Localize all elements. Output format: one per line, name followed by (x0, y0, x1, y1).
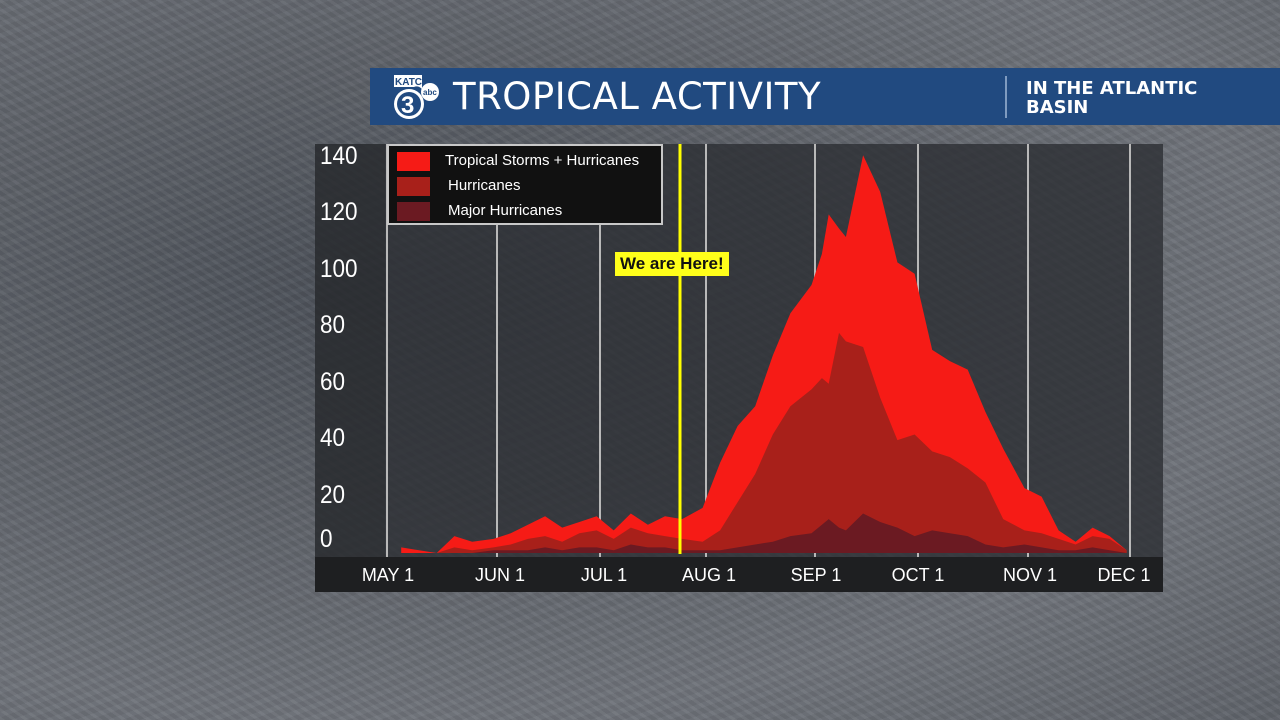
legend-swatch-icon (397, 177, 430, 196)
page-subtitle: IN THE ATLANTIC BASIN (1026, 78, 1198, 118)
legend-swatch-icon (397, 202, 430, 221)
svg-text:KATC: KATC (395, 77, 422, 88)
y-tick-label: 20 (320, 480, 346, 509)
page-title: TROPICAL ACTIVITY (453, 75, 822, 118)
title-banner: KATC 3 abc TROPICAL ACTIVITY IN THE ATLA… (370, 68, 1280, 125)
x-tick-label: SEP 1 (790, 565, 842, 585)
chart-panel: 0 20 40 60 80 100 120 140 MAY 1 JUN 1 JUL 1 AUG 1 S… (315, 142, 1163, 592)
y-tick-label: 120 (320, 198, 358, 227)
x-axis (315, 557, 1163, 592)
y-axis (315, 144, 385, 557)
chart-legend: Tropical Storms + Hurricanes Hurricanes … (387, 144, 663, 225)
y-tick-label: 60 (320, 367, 346, 396)
svg-text:3: 3 (401, 92, 414, 119)
area-series-1 (401, 155, 1127, 553)
svg-text:abc: abc (423, 88, 437, 97)
x-tick-label: JUL 1 (580, 565, 628, 585)
we-are-here-label: We are Here! (615, 252, 729, 276)
area-series-3 (401, 513, 1127, 553)
x-tick-label: MAY 1 (361, 565, 415, 585)
y-tick-label: 40 (320, 424, 346, 453)
header-divider (1005, 76, 1007, 118)
y-tick-label: 80 (320, 311, 346, 340)
x-tick-label: DEC 1 (1097, 565, 1151, 585)
y-tick-label: 0 (320, 525, 333, 553)
legend-swatch-icon (397, 152, 430, 171)
x-tick-label: AUG 1 (681, 565, 737, 585)
area-series-2 (401, 332, 1127, 553)
x-tick-label: JUN 1 (474, 565, 525, 585)
x-tick-label: NOV 1 (1002, 565, 1058, 585)
x-tick-label: OCT 1 (891, 565, 945, 585)
y-tick-label: 140 (320, 142, 358, 170)
station-logo-icon: KATC 3 abc (394, 75, 439, 119)
y-tick-label: 100 (320, 254, 358, 283)
